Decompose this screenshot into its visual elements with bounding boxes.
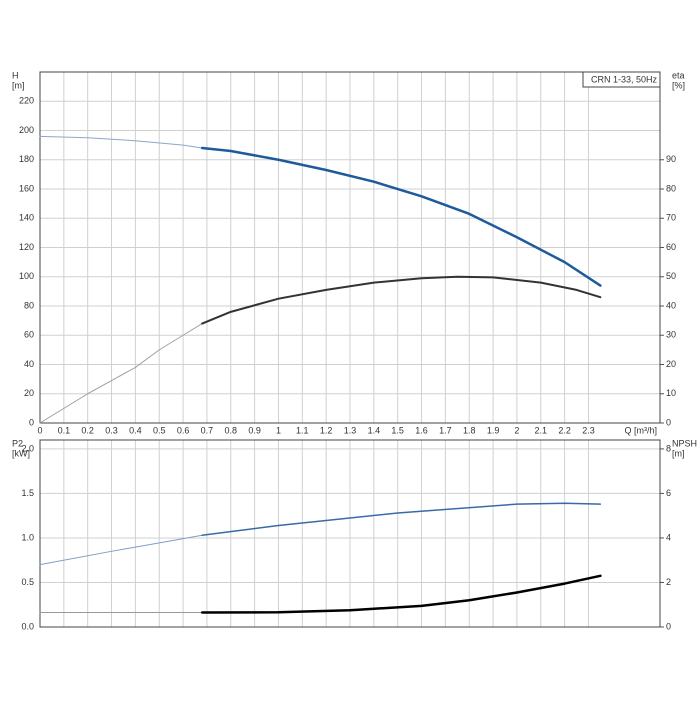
curve xyxy=(39,534,203,566)
y-tick-label: 0 xyxy=(29,417,34,427)
y-tick-label: 80 xyxy=(24,300,34,310)
curve xyxy=(201,502,602,537)
y2-axis-label: [m] xyxy=(672,448,685,458)
y2-tick-label: 30 xyxy=(666,330,676,340)
x-tick-label: 1.7 xyxy=(439,425,452,435)
x-tick-label: 0.1 xyxy=(58,425,71,435)
y2-axis-label: eta xyxy=(672,70,685,80)
y2-tick-label: 0 xyxy=(666,417,671,427)
x-tick-label: 0 xyxy=(37,425,42,435)
y2-tick-label: 0 xyxy=(666,621,671,631)
y2-tick-label: 6 xyxy=(666,488,671,498)
y-tick-label: 120 xyxy=(19,242,34,252)
y2-tick-label: 10 xyxy=(666,388,676,398)
y-tick-label: 60 xyxy=(24,330,34,340)
x-tick-label: 1.1 xyxy=(296,425,309,435)
x-tick-label: 0.8 xyxy=(225,425,238,435)
plot-frame xyxy=(39,71,661,424)
annotation: CRN 1-33, 50Hz xyxy=(591,74,658,84)
y-tick-label: 0.5 xyxy=(21,577,34,587)
y-axis-label: P2 xyxy=(12,438,23,448)
y-tick-label: 20 xyxy=(24,388,34,398)
y-tick-label: 220 xyxy=(19,96,34,106)
y2-tick-label: 40 xyxy=(666,300,676,310)
y-tick-label: 2.0 xyxy=(21,443,34,453)
y2-tick-label: 20 xyxy=(666,359,676,369)
y2-axis-label: [%] xyxy=(672,80,685,90)
y-tick-label: 1.5 xyxy=(21,488,34,498)
x-tick-label: 1.4 xyxy=(368,425,381,435)
x-tick-label: 2.1 xyxy=(535,425,548,435)
plot-frame xyxy=(39,439,661,628)
x-tick-label: 2.2 xyxy=(558,425,571,435)
x-tick-label: 1.8 xyxy=(463,425,476,435)
x-tick-label: 1.5 xyxy=(391,425,404,435)
x-tick-label: 0.3 xyxy=(105,425,118,435)
x-tick-label: 1.9 xyxy=(487,425,500,435)
y-tick-label: 1.0 xyxy=(21,532,34,542)
x-tick-label: 2.3 xyxy=(582,425,595,435)
y-tick-label: 40 xyxy=(24,359,34,369)
x-tick-label: 0.9 xyxy=(248,425,261,435)
x-tick-label: 1.2 xyxy=(320,425,333,435)
annotation-box xyxy=(582,71,661,88)
y2-tick-label: 8 xyxy=(666,443,671,453)
y2-axis-label: NPSH xyxy=(672,438,697,448)
x-tick-label: 1.6 xyxy=(415,425,428,435)
y-axis-label: [kW] xyxy=(12,448,30,458)
y-tick-label: 160 xyxy=(19,183,34,193)
y-axis-label: H xyxy=(12,70,19,80)
x-tick-label: 1.3 xyxy=(344,425,357,435)
y2-tick-label: 60 xyxy=(666,242,676,252)
y-tick-label: 140 xyxy=(19,213,34,223)
curve xyxy=(200,146,602,287)
y-axis-label: [m] xyxy=(12,80,25,90)
y-tick-label: 0.0 xyxy=(21,621,34,631)
y2-tick-label: 70 xyxy=(666,213,676,223)
curve xyxy=(201,275,602,325)
curve xyxy=(39,135,203,149)
curve xyxy=(200,574,602,614)
x-tick-label: 0.7 xyxy=(201,425,214,435)
x-tick-label: 1 xyxy=(276,425,281,435)
y2-tick-label: 2 xyxy=(666,577,671,587)
x-tick-label: 0.4 xyxy=(129,425,142,435)
y-tick-label: 200 xyxy=(19,125,34,135)
x-tick-label: 0.5 xyxy=(153,425,166,435)
y2-tick-label: 90 xyxy=(666,154,676,164)
curve xyxy=(39,323,203,424)
x-tick-label: 0.2 xyxy=(81,425,94,435)
x-axis-label: Q [m³/h] xyxy=(624,425,657,435)
y-tick-label: 100 xyxy=(19,271,34,281)
y2-tick-label: 50 xyxy=(666,271,676,281)
x-tick-label: 0.6 xyxy=(177,425,190,435)
y2-tick-label: 4 xyxy=(666,532,671,542)
y-tick-label: 180 xyxy=(19,154,34,164)
x-tick-label: 2 xyxy=(514,425,519,435)
y2-tick-label: 80 xyxy=(666,183,676,193)
